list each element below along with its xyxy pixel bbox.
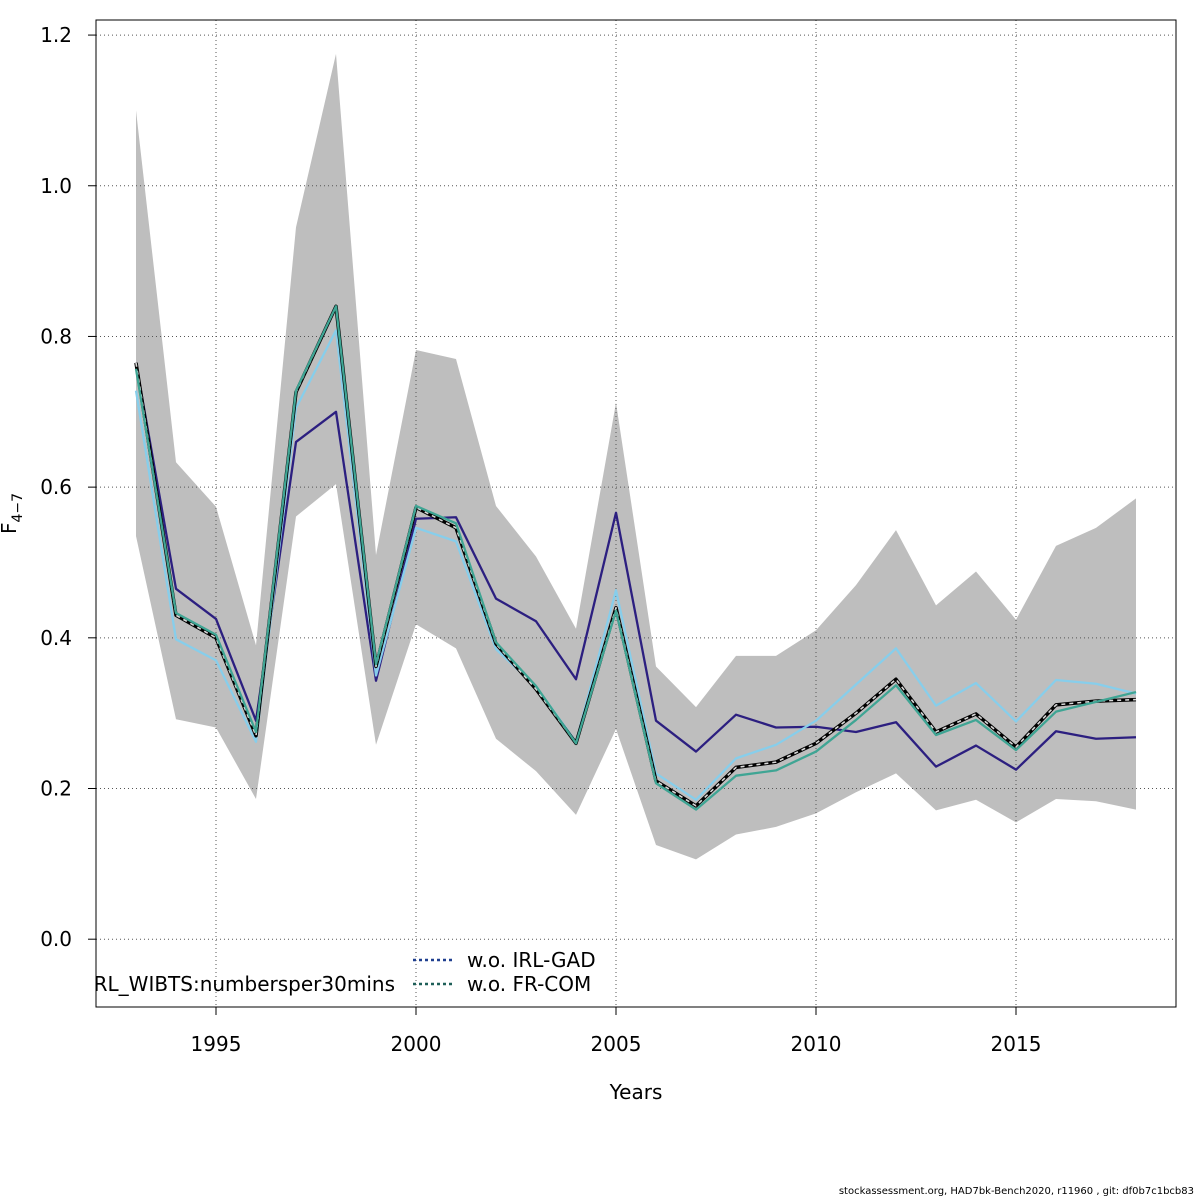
x-axis: 1995 2000 2005 2010 2015 [191,1007,1042,1056]
y-tick-label: 0.0 [40,927,72,951]
series-line-5 [134,305,1137,811]
y-axis-title: F4−7 [0,493,26,534]
y-tick-label: 0.2 [40,777,72,801]
y-tick-label: 1.0 [40,174,72,198]
y-axis-title-main: F [0,523,21,535]
y-tick-label: 1.2 [40,23,72,47]
y-axis: 0.0 0.2 0.4 0.6 0.8 1.0 1.2 [40,23,96,951]
x-tick-label: 2015 [991,1032,1042,1056]
y-axis-title-sub: 4−7 [10,493,26,523]
legend: RL_WIBTS:numbersper30mins w.o. IRL-GADw.… [94,948,596,996]
grid-layer [96,20,1176,1007]
x-tick-label: 2010 [791,1032,842,1056]
legend-left-label: RL_WIBTS:numbersper30mins [94,972,395,996]
y-tick-label: 0.8 [40,324,72,348]
plot-frame [95,19,1177,1008]
confidence-band [136,53,1136,860]
x-tick-label: 2000 [391,1032,442,1056]
y-tick-label: 0.6 [40,475,72,499]
legend-item-2: w.o. FR-COM [467,972,591,996]
x-axis-title: Years [609,1080,663,1104]
x-tick-label: 2005 [591,1032,642,1056]
confidence-band-layer [136,53,1136,860]
x-tick-label: 1995 [191,1032,242,1056]
y-tick-label: 0.4 [40,626,72,650]
series-line-1 [134,362,1137,771]
footer-credit: stockassessment.org, HAD7bk-Bench2020, r… [838,1186,1194,1197]
legend-item-1: w.o. IRL-GAD [467,948,596,972]
series-line-2 [134,329,1137,801]
series-layer [134,304,1137,811]
